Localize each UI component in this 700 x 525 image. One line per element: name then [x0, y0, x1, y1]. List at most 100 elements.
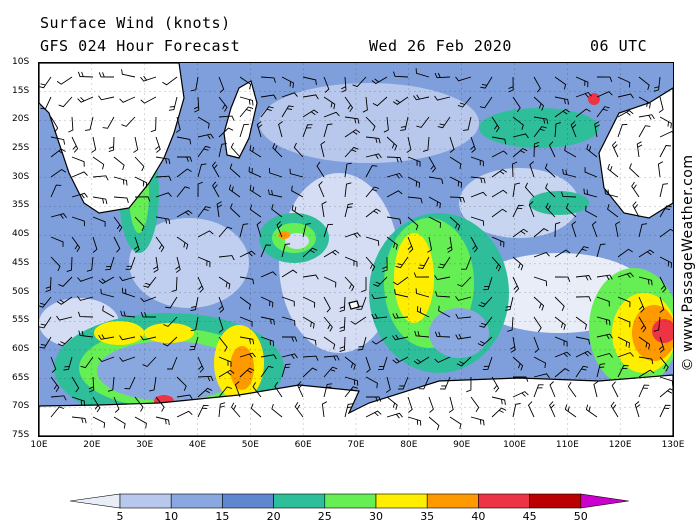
- wind-barb: [140, 335, 157, 341]
- wind-barb: [659, 276, 667, 293]
- wind-barb: [302, 94, 319, 100]
- wind-barb: [256, 121, 263, 138]
- wind-barb: [575, 316, 588, 330]
- wind-barb: [617, 296, 631, 308]
- wind-barb: [218, 336, 228, 352]
- wind-barb: [657, 161, 664, 178]
- wind-barb: [291, 204, 304, 218]
- wind-barb: [562, 168, 577, 178]
- wind-barb: [155, 136, 161, 153]
- wind-barb: [323, 223, 334, 238]
- wind-barb: [565, 203, 577, 218]
- wind-barb: [302, 296, 316, 308]
- wind-barb: [386, 156, 403, 163]
- lon-label: 90E: [453, 440, 471, 450]
- wind-barb: [596, 76, 613, 82]
- wind-barb: [239, 316, 253, 327]
- wind-barb: [615, 221, 621, 238]
- wind-barb: [407, 156, 421, 167]
- wind-barb: [386, 412, 403, 419]
- wind-barb: [659, 116, 672, 129]
- wind-barb: [413, 94, 430, 101]
- wind-barb: [455, 296, 472, 301]
- wind-barb: [39, 316, 52, 329]
- wind-barb: [344, 276, 355, 292]
- wind-barb: [168, 96, 178, 111]
- wind-barb: [119, 96, 136, 103]
- wind-barb: [449, 136, 455, 153]
- wind-barb: [323, 383, 333, 398]
- wind-barb: [293, 142, 304, 158]
- wind-barb: [512, 96, 521, 113]
- wind-barb: [190, 76, 199, 92]
- wind-barb: [197, 404, 209, 418]
- wind-barb: [39, 336, 52, 349]
- wind-barb: [167, 356, 178, 370]
- wind-barb: [344, 376, 359, 386]
- wind-barb: [100, 288, 115, 298]
- wind-barb: [176, 410, 193, 418]
- wind-barb: [611, 141, 619, 158]
- wind-barb: [372, 96, 388, 107]
- wind-barb: [77, 276, 94, 282]
- wind-barb: [281, 296, 295, 307]
- wind-barb: [256, 221, 262, 238]
- wind-barb: [134, 216, 145, 232]
- wind-barb: [638, 384, 650, 398]
- wind-barb: [449, 196, 466, 203]
- wind-barb: [323, 76, 330, 93]
- wind-barb: [527, 401, 535, 418]
- wind-barb: [617, 248, 633, 258]
- wind-barb: [508, 76, 514, 93]
- wind-barb: [108, 136, 115, 153]
- wind-barb: [92, 156, 105, 170]
- wind-barb: [591, 221, 598, 238]
- wind-barb: [113, 216, 123, 232]
- wind-barb: [260, 296, 274, 308]
- wind-barb: [554, 296, 565, 311]
- wind-barb: [149, 376, 157, 392]
- wind-barb: [85, 116, 94, 131]
- wind-barb: [323, 336, 336, 350]
- wind-barb: [260, 316, 275, 325]
- wind-barb: [119, 335, 136, 341]
- wind-barb: [91, 136, 97, 153]
- wind-barb: [302, 247, 318, 258]
- wind-barb: [513, 376, 529, 382]
- wind-barb: [416, 116, 430, 128]
- wind-barb: [585, 205, 598, 218]
- wind-barbs: [39, 68, 673, 431]
- wind-barb: [632, 201, 640, 218]
- wind-barb: [407, 236, 414, 253]
- wind-barb: [659, 228, 673, 238]
- wind-barb: [56, 296, 73, 305]
- wind-barb: [50, 184, 62, 198]
- wind-barb: [71, 236, 81, 252]
- wind-barb: [596, 106, 610, 118]
- wind-barb: [533, 76, 541, 93]
- wind-barb: [512, 276, 520, 293]
- wind-barb: [171, 276, 178, 293]
- wind-barb: [470, 176, 486, 184]
- wind-barb: [239, 367, 255, 378]
- lon-label: 20E: [83, 440, 101, 450]
- wind-barb: [92, 416, 106, 428]
- lat-label: 10S: [12, 57, 30, 67]
- wind-barb: [133, 136, 139, 153]
- wind-barb: [102, 305, 115, 318]
- lat-label: 65S: [12, 372, 30, 383]
- wind-barb: [533, 141, 540, 158]
- wind-barb: [407, 416, 422, 426]
- wind-barb: [395, 256, 409, 269]
- wind-barb: [393, 276, 409, 286]
- wind-barb: [281, 76, 294, 89]
- wind-barb: [439, 376, 451, 390]
- wind-barb: [68, 116, 74, 133]
- wind-barb: [434, 331, 451, 338]
- wind-barb: [610, 401, 619, 418]
- wind-barb: [386, 172, 403, 179]
- lon-label: 10E: [30, 440, 48, 450]
- wind-barb: [491, 396, 506, 405]
- wind-barb: [250, 403, 262, 418]
- wind-barb: [66, 256, 73, 273]
